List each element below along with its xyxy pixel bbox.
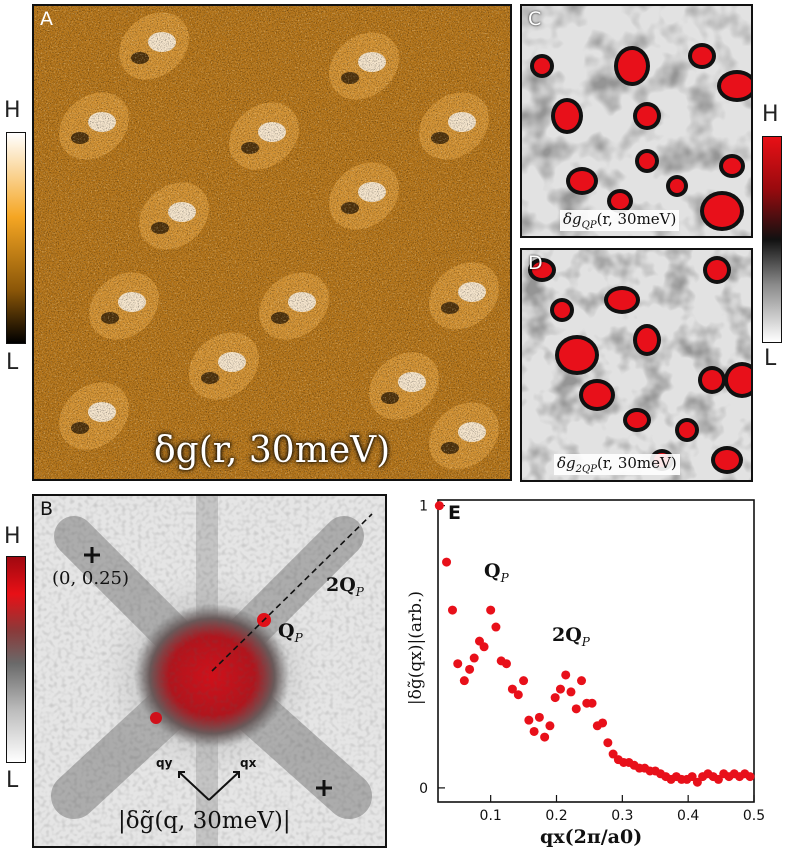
panel-d-caption-tail: (r, 30meV) bbox=[596, 454, 677, 472]
data-point bbox=[550, 693, 560, 703]
panel-e-chart: 0.1 0.2 0.3 0.4 0.5 0 1 bbox=[419, 499, 765, 824]
data-point bbox=[598, 718, 608, 728]
data-point bbox=[486, 605, 496, 615]
data-point bbox=[603, 738, 613, 748]
x-tick-label: 0.5 bbox=[743, 808, 765, 824]
panel-a-caption: δg(r, 30meV) bbox=[154, 430, 391, 471]
data-point bbox=[507, 684, 517, 694]
panel-d-caption-sub: 2QP bbox=[575, 464, 597, 475]
data-point bbox=[524, 715, 534, 725]
panel-c-caption-main: δg bbox=[563, 210, 582, 228]
x-tick-label: 0.1 bbox=[480, 808, 502, 824]
panel-b-2qp-sub: P bbox=[355, 584, 364, 599]
panel-a-texture bbox=[34, 6, 510, 479]
panel-b-coord-label: (0, 0.25) bbox=[52, 568, 130, 589]
panel-b-letter: B bbox=[40, 498, 54, 520]
data-point bbox=[529, 726, 539, 736]
panel-e-2qp-label: 2QP bbox=[552, 624, 590, 649]
panel-e-2qp-main: 2Q bbox=[552, 624, 582, 646]
panel-b-qp-main: Q bbox=[278, 620, 295, 642]
panel-c-caption-sub: QP bbox=[581, 220, 597, 231]
panel-b-qy-label: qy bbox=[156, 756, 173, 770]
data-point bbox=[608, 749, 618, 759]
panel-b-dashed-line bbox=[211, 513, 373, 672]
x-tick-label: 0.4 bbox=[677, 808, 699, 824]
data-point bbox=[519, 676, 529, 686]
panel-b-image: B (0, 0.25) 2QP QP qy qx |δg̃(q, 30meV)| bbox=[32, 494, 387, 848]
panel-e-ylabel: |δg̃(qx)|(arb.) bbox=[406, 590, 426, 706]
data-point bbox=[434, 501, 444, 511]
data-point bbox=[447, 605, 457, 615]
panel-d-caption-main: δg bbox=[557, 454, 576, 472]
colorbar-b-low: L bbox=[6, 768, 19, 793]
data-point bbox=[513, 690, 523, 700]
plus-marker-lower-right bbox=[316, 780, 332, 796]
panel-c-caption: δgQP(r, 30meV) bbox=[560, 210, 680, 231]
data-point bbox=[687, 772, 697, 782]
colorbar-cd bbox=[762, 136, 782, 343]
colorbar-a-high: H bbox=[4, 98, 21, 123]
data-point bbox=[479, 642, 489, 652]
data-point bbox=[561, 670, 571, 680]
y-tick-label: 1 bbox=[419, 499, 428, 515]
data-point bbox=[459, 676, 469, 686]
panel-b-qx-label: qx bbox=[240, 756, 257, 770]
panel-d-letter: D bbox=[528, 252, 543, 274]
panel-b-2qp-label: 2QP bbox=[326, 574, 364, 599]
data-point bbox=[453, 659, 463, 669]
panel-e-letter: E bbox=[448, 502, 461, 524]
panel-c-map bbox=[522, 6, 751, 236]
panel-e-xlabel: qx(2π/a0) bbox=[540, 826, 643, 848]
data-point bbox=[545, 721, 555, 731]
y-tick-label: 0 bbox=[419, 781, 428, 797]
data-point bbox=[587, 698, 597, 708]
panel-b-axis-arrows bbox=[178, 771, 240, 801]
panel-e-qp-main: Q bbox=[484, 560, 501, 582]
panel-b-2qp-main: 2Q bbox=[326, 574, 356, 596]
data-point bbox=[534, 712, 544, 722]
data-point bbox=[692, 777, 702, 787]
panel-c-caption-tail: (r, 30meV) bbox=[596, 210, 677, 228]
panel-b-caption: |δg̃(q, 30meV)| bbox=[118, 808, 291, 834]
colorbar-cd-low: L bbox=[764, 346, 777, 371]
panel-b-qp-sub: P bbox=[294, 630, 303, 645]
panel-d-map bbox=[522, 250, 751, 480]
panel-c-letter: C bbox=[528, 8, 542, 30]
panel-a-image: A δg(r, 30meV) bbox=[32, 4, 512, 481]
colorbar-a-low: L bbox=[6, 350, 19, 375]
colorbar-b bbox=[6, 556, 26, 763]
colorbar-b-high: H bbox=[4, 524, 21, 549]
plus-marker-upper-left bbox=[84, 547, 100, 563]
panel-b-map bbox=[34, 496, 385, 846]
data-point bbox=[501, 659, 511, 669]
data-point bbox=[577, 676, 587, 686]
panel-d-image: D δg2QP(r, 30meV) bbox=[520, 248, 753, 482]
panel-e-2qp-sub: P bbox=[581, 634, 590, 649]
data-point bbox=[491, 622, 501, 632]
x-tick-label: 0.3 bbox=[611, 808, 633, 824]
panel-e-qp-sub: P bbox=[500, 570, 509, 585]
panel-a-letter: A bbox=[40, 8, 53, 30]
x-tick-label: 0.2 bbox=[545, 808, 567, 824]
data-point bbox=[745, 772, 755, 782]
panel-d-caption: δg2QP(r, 30meV) bbox=[554, 454, 680, 475]
colorbar-cd-high: H bbox=[762, 102, 779, 127]
colorbar-a bbox=[6, 132, 26, 344]
data-point bbox=[555, 684, 565, 694]
data-point bbox=[469, 653, 479, 663]
data-point bbox=[465, 664, 475, 674]
data-point bbox=[571, 704, 581, 714]
data-point bbox=[566, 687, 576, 697]
data-point bbox=[540, 732, 550, 742]
panel-e-qp-label: QP bbox=[484, 560, 509, 585]
panel-e-frame bbox=[437, 499, 755, 803]
data-point bbox=[713, 774, 723, 784]
panel-c-image: C δgQP(r, 30meV) bbox=[520, 4, 753, 238]
data-point bbox=[442, 557, 452, 567]
panel-b-qp-label: QP bbox=[278, 620, 303, 645]
